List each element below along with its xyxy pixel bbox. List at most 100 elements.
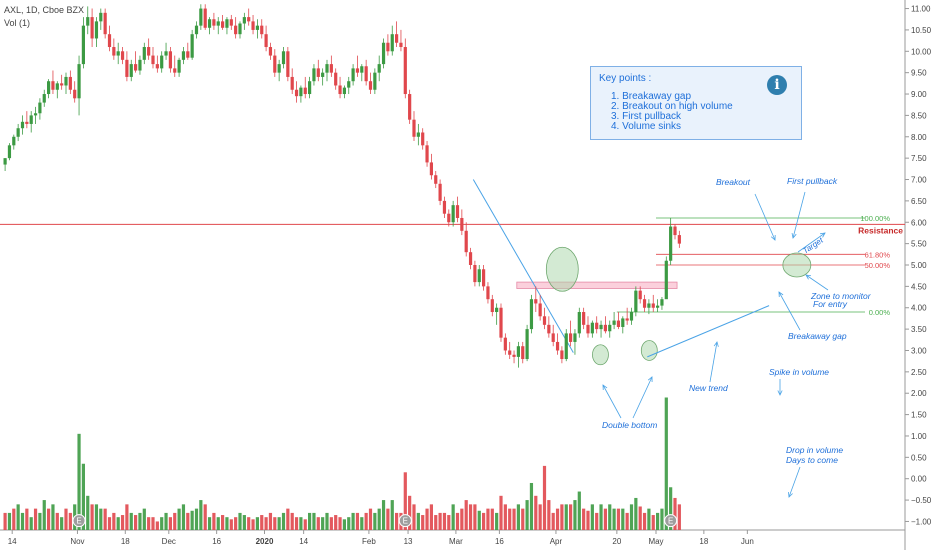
volume-bar: [12, 508, 16, 530]
volume-bar: [290, 512, 294, 530]
double-bottom-arrow-2: [632, 376, 653, 419]
candle-body: [255, 25, 259, 30]
candle-body: [429, 162, 433, 176]
target-annotation: Target: [801, 235, 825, 255]
earnings-marker: [664, 514, 678, 528]
candle-body: [234, 25, 238, 35]
volume-bar: [360, 517, 364, 530]
y-tick-label: 3.00: [911, 346, 927, 355]
volume-bar: [508, 508, 512, 530]
volume-bar: [629, 504, 634, 530]
candle-body: [103, 12, 107, 35]
volume-bar: [129, 512, 133, 530]
candle-body: [629, 312, 634, 321]
candle-body: [12, 136, 16, 146]
volume-bar: [173, 512, 177, 530]
volume-bar: [651, 515, 655, 530]
info-icon: i: [767, 75, 787, 95]
volume-bar: [281, 512, 286, 530]
candle-body: [455, 205, 460, 218]
candle-body: [421, 132, 425, 146]
candle-body: [207, 19, 212, 28]
volume-bar: [7, 512, 12, 530]
x-tick-label: 18: [121, 537, 130, 546]
volume-bar: [20, 512, 25, 530]
volume-bar: [534, 495, 538, 530]
volume-bar: [495, 512, 499, 530]
volume-bar: [421, 515, 425, 530]
zone-monitor-arrow-head: [805, 274, 812, 280]
candle-body: [425, 145, 429, 163]
first-pullback-annotation: First pullback: [787, 176, 838, 186]
candle-body: [277, 64, 281, 73]
volume-bar: [634, 497, 638, 530]
candle-body: [673, 226, 677, 236]
volume-bar: [81, 463, 85, 530]
earnings-marker: [72, 514, 86, 528]
resistance-label: Resistance: [858, 225, 903, 235]
volume-bar: [525, 500, 529, 530]
volume-bar: [573, 500, 577, 530]
candle-body: [107, 34, 112, 48]
candle-body: [551, 333, 555, 342]
downtrend-line: [472, 179, 574, 353]
candle-body: [334, 72, 338, 86]
y-tick-label: 7.50: [911, 154, 927, 163]
volume-bar: [451, 504, 455, 530]
earnings-marker-label: E: [76, 517, 81, 526]
double-bottom-arrow-2-head: [647, 376, 653, 383]
candle-body: [464, 230, 468, 253]
volume-bar: [616, 508, 621, 530]
candle-body: [381, 42, 386, 65]
volume-bar: [590, 504, 594, 530]
breakaway-gap-annotation: Breakaway gap: [788, 331, 847, 341]
candle-body: [251, 21, 255, 30]
volume-bar: [442, 512, 447, 530]
volume-bar: [660, 508, 664, 530]
candle-body: [190, 34, 194, 58]
volume-bar: [347, 517, 351, 530]
candle-body: [560, 350, 564, 360]
volume-bar: [482, 512, 486, 530]
entry-zone-circle: [782, 252, 812, 278]
candle-body: [482, 269, 486, 287]
y-tick-label: 9.00: [911, 90, 927, 99]
y-tick-label: 10.00: [911, 47, 932, 56]
volume-bar: [529, 482, 534, 530]
candle-body: [447, 213, 451, 223]
volume-bar: [512, 508, 516, 530]
breakout-arrow: [754, 193, 776, 241]
candle-body: [164, 51, 168, 56]
double-bottom-circle-2: [640, 340, 658, 361]
breakaway-gap-arrow-head: [778, 291, 784, 298]
candle-body: [216, 21, 220, 26]
candle-body: [529, 299, 534, 330]
volume-bar: [186, 512, 190, 530]
candle-body: [351, 68, 355, 82]
volume-bar: [294, 517, 299, 530]
target-arrow-head: [820, 232, 826, 238]
volume-bar: [395, 512, 399, 530]
volume-bar: [51, 504, 55, 530]
candle-body: [547, 324, 551, 334]
candle-body: [225, 19, 229, 28]
candle-body: [416, 132, 420, 137]
key-point-item: 2. Breakout on high volume: [611, 101, 733, 112]
volume-bar: [268, 512, 273, 530]
volume-bar: [160, 517, 164, 530]
candle-body: [669, 226, 673, 261]
candle-body: [168, 51, 172, 69]
candle-body: [516, 346, 520, 357]
candle-body: [642, 299, 647, 308]
volume-bar: [638, 506, 642, 530]
candle-body: [155, 64, 159, 69]
candle-body: [638, 290, 642, 300]
volume-bar: [3, 512, 7, 530]
volume-bar: [194, 508, 199, 530]
candle-body: [86, 17, 90, 26]
y-tick-label: 2.00: [911, 389, 927, 398]
candle-body: [120, 51, 125, 60]
candle-body: [651, 303, 655, 308]
candle-body: [147, 47, 151, 56]
